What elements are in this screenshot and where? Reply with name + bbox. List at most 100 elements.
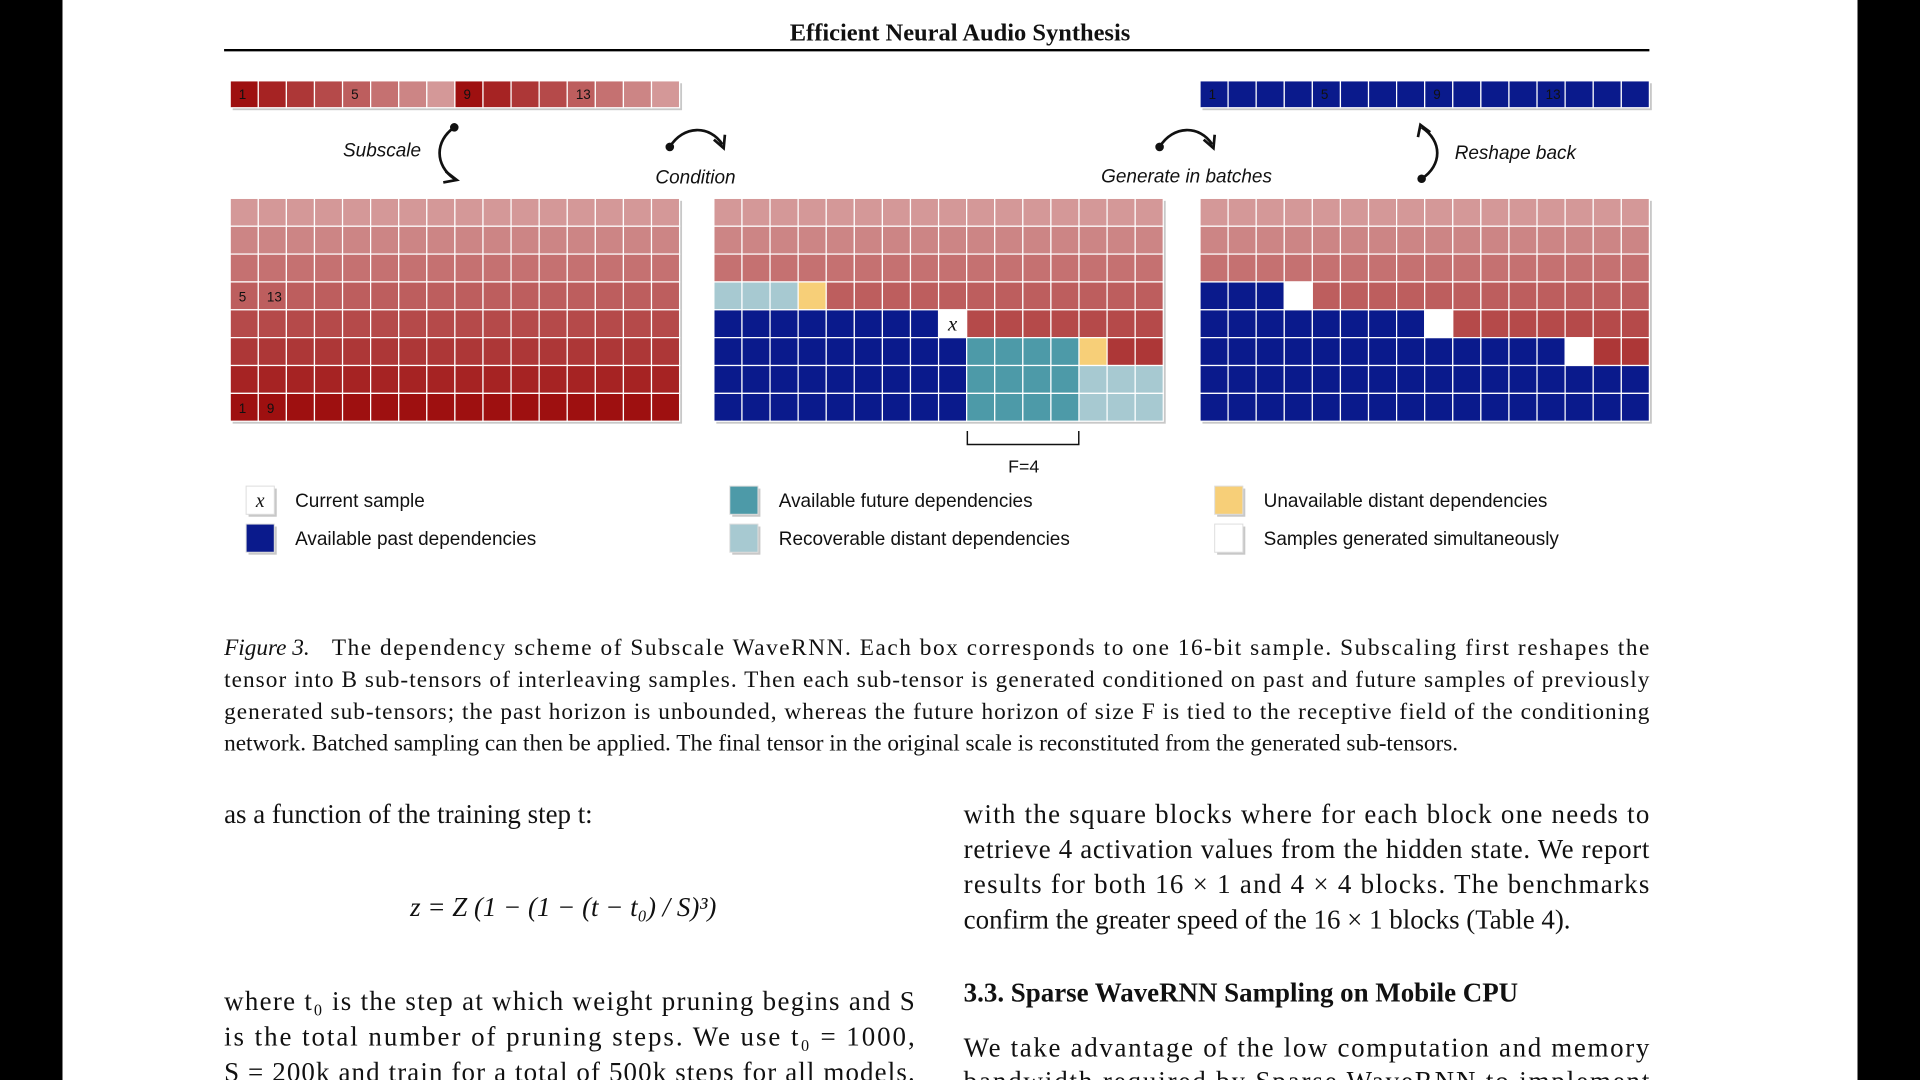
body-line: where t₀ is the step at which weight pru…	[224, 986, 915, 1016]
grid-cell	[825, 364, 855, 394]
grid-cell	[1564, 309, 1594, 339]
grid-cell	[285, 197, 316, 227]
grid-cell	[1078, 197, 1108, 227]
grid-cell	[713, 337, 743, 367]
section-heading: 3.3. Sparse WaveRNN Sampling on Mobile C…	[964, 978, 1518, 1008]
grid-cell	[1050, 197, 1080, 227]
grid-cell	[1395, 197, 1426, 227]
strip-cell	[1339, 80, 1370, 109]
grid-cell	[825, 225, 855, 255]
grid-cell	[881, 364, 912, 394]
grid-cell	[1106, 309, 1136, 339]
grid-cell	[1134, 364, 1164, 394]
grid-cell	[1283, 364, 1313, 394]
grid-cell	[1227, 197, 1257, 227]
grid-cell	[994, 253, 1024, 283]
grid-label: 5	[239, 290, 246, 305]
grid-cell	[909, 197, 940, 227]
grid-cell	[1078, 337, 1108, 367]
grid-cell	[966, 225, 996, 255]
grid-cell	[341, 253, 372, 283]
grid-cell	[741, 309, 771, 339]
grid-cell	[398, 337, 428, 367]
grid-cell	[769, 281, 799, 311]
equation: z = Z (1 − (1 − (t − t₀) / S)³)	[409, 892, 716, 922]
grid-cell	[825, 392, 855, 422]
grid-cell	[1620, 309, 1651, 339]
grid-cell	[622, 392, 653, 422]
grid-cell	[966, 309, 996, 339]
grid-cell	[341, 309, 372, 339]
grid-cell	[1480, 392, 1510, 422]
grid-cell	[229, 309, 259, 339]
grid-cell	[566, 253, 596, 283]
grid-cell	[1078, 281, 1108, 311]
grid-cell	[454, 364, 484, 394]
arrow	[1420, 126, 1439, 180]
grid-cell	[881, 392, 912, 422]
grid-cell	[881, 337, 912, 367]
grid-cell	[1255, 253, 1285, 283]
grid-cell	[1199, 364, 1229, 394]
current-sample-mark: x	[947, 312, 958, 336]
grid-cell	[1311, 364, 1342, 394]
grid-cell	[1255, 337, 1285, 367]
grid-cell	[994, 337, 1024, 367]
grid-cell	[1227, 309, 1257, 339]
grid-cell	[1620, 281, 1651, 311]
grid-cell	[1536, 392, 1566, 422]
grid-cell	[1022, 253, 1052, 283]
strip-cell	[1199, 80, 1229, 109]
strip-cell	[285, 80, 316, 109]
grid-cell	[1508, 253, 1538, 283]
grid-cell	[909, 225, 940, 255]
grid-cell	[1536, 309, 1566, 339]
grid-cell	[594, 197, 625, 227]
grid-cell	[538, 337, 568, 367]
grid-cell	[398, 225, 428, 255]
grid-cell	[741, 281, 771, 311]
arrow-head	[443, 170, 460, 184]
grid-cell	[1255, 281, 1285, 311]
grid-cell	[622, 281, 653, 311]
grid-cell	[769, 337, 799, 367]
grid-cell	[1508, 309, 1538, 339]
grid-cell	[853, 253, 884, 283]
grid-cell	[797, 281, 827, 311]
grid-cell	[1078, 392, 1108, 422]
grid-cell	[1452, 225, 1482, 255]
grid-cell	[454, 281, 484, 311]
grid-cell	[285, 281, 316, 311]
caption-label: Figure 3.	[223, 635, 310, 661]
strip-cell	[510, 80, 540, 109]
grid-cell	[966, 253, 996, 283]
grid-cell	[538, 253, 568, 283]
grid-cell	[538, 392, 568, 422]
grid-cell	[937, 337, 968, 367]
grid-cell	[713, 281, 743, 311]
strip-cell	[1536, 80, 1566, 109]
grid-cell	[1199, 337, 1229, 367]
grid-cell	[769, 253, 799, 283]
grid-cell	[853, 309, 884, 339]
legend-swatch	[1214, 485, 1244, 515]
grid-cell	[853, 197, 884, 227]
grid-cell	[650, 309, 681, 339]
strip-label: 13	[1546, 87, 1561, 102]
grid-cell	[966, 281, 996, 311]
grid-cell	[1199, 253, 1229, 283]
grid-cell	[1564, 392, 1594, 422]
grid-cell	[622, 364, 653, 394]
strip-cell	[341, 80, 372, 109]
grid-cell	[1050, 281, 1080, 311]
grid-cell	[482, 309, 512, 339]
grid-cell	[1339, 225, 1370, 255]
grid-cell	[1480, 364, 1510, 394]
grid-cell	[1022, 197, 1052, 227]
grid-cell	[1452, 281, 1482, 311]
grid-cell	[1536, 281, 1566, 311]
grid-cell	[1339, 281, 1370, 311]
grid-cell	[454, 392, 484, 422]
grid-cell	[313, 392, 344, 422]
